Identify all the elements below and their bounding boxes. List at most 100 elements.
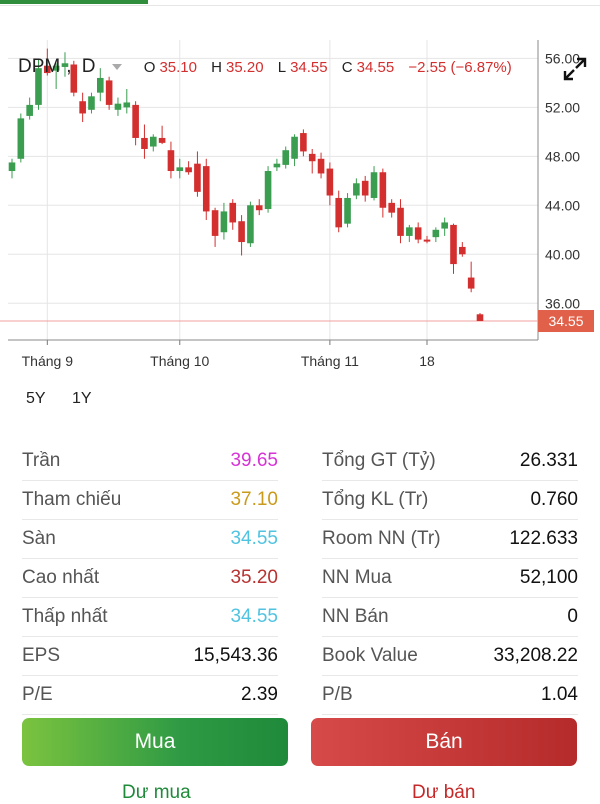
candle-down: [326, 168, 334, 196]
candle-down: [335, 197, 343, 228]
candlestick-chart[interactable]: 36.00 40.00 44.00 48.00 52.00 56.00 Tháng 9 Thá…: [0, 40, 600, 380]
stat-value: 33,208.22: [493, 645, 578, 666]
stat-label: Tổng GT (Tỷ): [322, 450, 436, 471]
open-label: O: [143, 59, 156, 76]
sell-button[interactable]: Bán: [311, 718, 577, 766]
stat-cell-right: Tổng GT (Tỷ) 26.331: [322, 443, 578, 481]
stats-row: Cao nhất 35.20 NN Mua 52,100: [22, 559, 578, 598]
candle-down: [459, 246, 466, 255]
stat-value: 37.10: [230, 489, 278, 510]
y-tick-label: 44.00: [545, 197, 580, 213]
symbol-separator: ,: [66, 56, 72, 77]
buy-button[interactable]: Mua: [22, 718, 288, 766]
stat-cell-left: P/E 2.39: [22, 677, 278, 715]
candle-up: [220, 211, 228, 233]
stat-label: Book Value: [322, 645, 418, 666]
stat-label: NN Bán: [322, 606, 389, 627]
low-label: L: [277, 59, 287, 76]
low-value: 34.55: [290, 59, 328, 76]
candle-up: [149, 136, 157, 147]
close-label: C: [341, 59, 353, 76]
stat-value: 0.760: [530, 489, 578, 510]
high-value: 35.20: [226, 59, 264, 76]
x-tick-label: 18: [419, 353, 435, 369]
range-1y-button[interactable]: 1Y: [72, 390, 92, 407]
stat-cell-left: Tham chiếu 37.10: [22, 482, 278, 520]
stats-row: P/E 2.39 P/B 1.04: [22, 676, 578, 715]
x-tick-label: Tháng 9: [22, 353, 74, 369]
open-value: 35.10: [159, 59, 197, 76]
ohlc-header: DPM, D O 35.10 H 35.20 L 34.55 C 34.55 −2.55…: [18, 56, 522, 78]
candle-up: [344, 197, 351, 224]
y-tick-label: 48.00: [545, 148, 580, 164]
stat-cell-right: NN Bán 0: [322, 599, 578, 637]
candle-down: [300, 133, 307, 152]
stat-cell-right: Book Value 33,208.22: [322, 638, 578, 676]
candle-up: [370, 172, 378, 198]
candle-up: [432, 229, 440, 238]
candle-down: [414, 227, 422, 240]
candle-up: [97, 77, 104, 93]
candle-down: [229, 202, 237, 223]
candle-down: [450, 224, 457, 265]
stat-cell-left: Thấp nhất 34.55: [22, 599, 278, 637]
candle-down: [238, 221, 245, 243]
candle-up: [114, 103, 122, 110]
stat-cell-left: Trần 39.65: [22, 443, 278, 481]
stat-cell-right: Room NN (Tr) 122.633: [322, 521, 578, 559]
candle-down: [361, 180, 369, 196]
candle-down: [211, 210, 219, 236]
candle-up: [406, 227, 413, 236]
last-price-badge: [538, 310, 594, 333]
stat-cell-right: P/B 1.04: [322, 677, 578, 715]
stats-row: EPS 15,543.36 Book Value 33,208.22: [22, 637, 578, 676]
candle-down: [70, 64, 78, 93]
range-5y-button[interactable]: 5Y: [26, 390, 46, 407]
stats-row: Sàn 34.55 Room NN (Tr) 122.633: [22, 520, 578, 559]
candle-up: [176, 167, 184, 172]
candle-down: [79, 101, 86, 114]
candle-down: [185, 167, 192, 173]
stats-row: Tham chiếu 37.10 Tổng KL (Tr) 0.760: [22, 481, 578, 520]
candle-down: [467, 277, 475, 289]
stat-value: 2.39: [241, 684, 278, 705]
stat-label: Tham chiếu: [22, 489, 122, 510]
candle-up: [61, 63, 69, 67]
stat-label: P/E: [22, 684, 53, 705]
candle-down: [388, 202, 395, 213]
candle-up: [35, 68, 42, 105]
candle-up: [52, 65, 60, 71]
x-tick-label: Tháng 10: [150, 353, 209, 369]
stat-label: P/B: [322, 684, 353, 705]
candle-up: [8, 162, 16, 172]
sell-depth-link[interactable]: Dư bán: [412, 782, 476, 803]
stats-row: Thấp nhất 34.55 NN Bán 0: [22, 598, 578, 637]
last-price-label: 34.55: [548, 313, 583, 329]
y-tick-label: 56.00: [545, 50, 580, 66]
candle-down: [141, 137, 148, 149]
interval-label[interactable]: D: [81, 56, 96, 77]
stat-label: EPS: [22, 645, 61, 666]
range-selector: 5Y 1Y: [26, 390, 114, 408]
close-value: 34.55: [356, 59, 395, 76]
candle-down: [423, 239, 431, 242]
expand-icon[interactable]: [562, 56, 588, 82]
stat-label: Trần: [22, 450, 61, 471]
candle-up: [264, 171, 272, 209]
chevron-down-icon[interactable]: [111, 63, 122, 70]
y-tick-label: 36.00: [545, 295, 580, 311]
stat-label: Thấp nhất: [22, 606, 108, 627]
top-tab-indicator: [0, 0, 148, 4]
candle-down: [105, 80, 113, 105]
candle-up: [273, 163, 281, 168]
stat-label: Cao nhất: [22, 567, 100, 588]
buy-depth-link[interactable]: Dư mua: [122, 782, 191, 803]
symbol-label[interactable]: DPM: [18, 56, 61, 77]
stat-cell-left: EPS 15,543.36: [22, 638, 278, 676]
stat-value: 26.331: [519, 450, 578, 471]
candle-down: [44, 65, 51, 74]
stat-value: 34.55: [230, 528, 278, 549]
candle-down: [194, 163, 201, 192]
candle-down: [255, 205, 263, 211]
candle-up: [88, 96, 95, 110]
